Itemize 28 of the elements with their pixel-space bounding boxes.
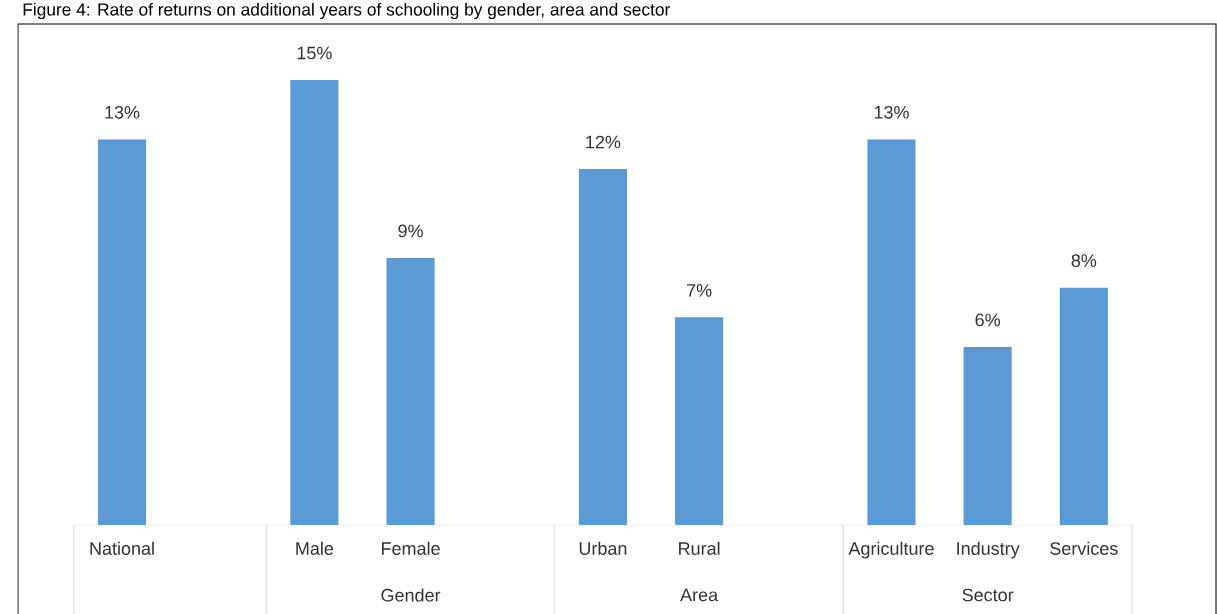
x-tick-label: Services	[1050, 541, 1118, 555]
bar	[1059, 287, 1108, 525]
bar	[675, 317, 724, 525]
x-tick-label: Rural	[679, 541, 720, 555]
x-tick-label: Male	[296, 541, 334, 555]
bar	[578, 169, 627, 525]
data-label: 13%	[874, 105, 909, 119]
bar	[963, 347, 1012, 525]
x-tick-label: Agriculture	[848, 541, 934, 559]
x-tick-label: Female	[382, 541, 440, 555]
data-label: 9%	[398, 224, 423, 238]
x-tick-label: Industry	[957, 541, 1020, 559]
text: Sector	[962, 588, 1014, 602]
bar	[97, 139, 147, 525]
data-label: 8%	[1071, 254, 1097, 267]
bar	[386, 258, 435, 525]
text: Gender	[381, 588, 441, 602]
text: Area	[680, 588, 719, 602]
data-label: 15%	[297, 46, 332, 60]
x-tick-label: Urban	[579, 541, 627, 555]
chart-title: Figure 4: Rate of returns on additional years of schooling by gender, area and sector	[23, 2, 671, 20]
data-label: 7%	[687, 284, 712, 297]
bar	[290, 80, 339, 525]
data-label: 13%	[105, 105, 140, 119]
data-label: 6%	[975, 313, 1001, 327]
data-label: 12%	[586, 135, 621, 149]
x-tick-label: National	[90, 541, 154, 555]
bar	[867, 139, 916, 525]
